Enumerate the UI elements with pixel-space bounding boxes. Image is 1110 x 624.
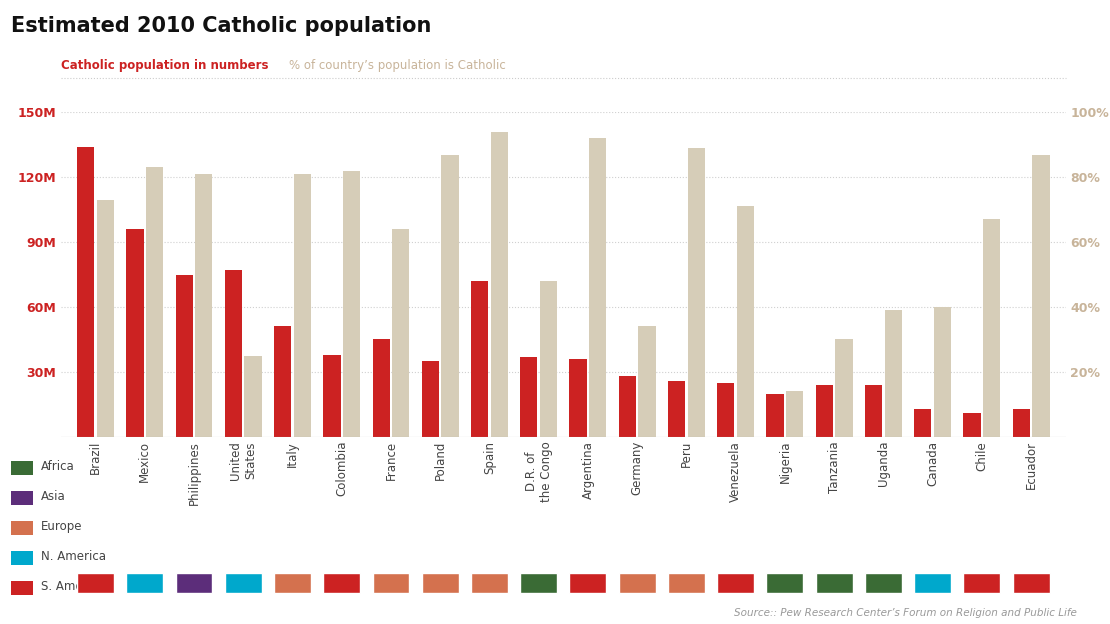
Bar bbox=[983, 220, 1000, 437]
Bar bbox=[539, 281, 557, 437]
Bar bbox=[717, 383, 735, 437]
Bar bbox=[294, 174, 311, 437]
Text: N. America: N. America bbox=[41, 550, 107, 563]
Bar bbox=[589, 139, 606, 437]
Text: Source:: Pew Research Center’s Forum on Religion and Public Life: Source:: Pew Research Center’s Forum on … bbox=[734, 608, 1077, 618]
Bar bbox=[1032, 155, 1050, 437]
Text: Africa: Africa bbox=[41, 461, 74, 473]
Bar bbox=[688, 148, 705, 437]
Bar bbox=[618, 376, 636, 437]
Bar bbox=[175, 275, 193, 437]
Bar bbox=[225, 270, 242, 437]
Bar bbox=[786, 391, 804, 437]
Bar bbox=[934, 307, 951, 437]
Text: Asia: Asia bbox=[41, 490, 65, 503]
Text: Estimated 2010 Catholic population: Estimated 2010 Catholic population bbox=[11, 16, 432, 36]
Bar bbox=[638, 326, 656, 437]
Bar bbox=[373, 339, 390, 437]
Bar bbox=[865, 385, 882, 437]
Bar bbox=[915, 409, 931, 437]
Bar bbox=[521, 357, 537, 437]
Bar bbox=[491, 132, 508, 437]
Bar bbox=[816, 385, 832, 437]
Bar bbox=[323, 354, 341, 437]
Bar bbox=[97, 200, 114, 437]
Text: S. America: S. America bbox=[41, 580, 104, 593]
Bar bbox=[569, 359, 587, 437]
Bar bbox=[422, 361, 438, 437]
Bar bbox=[885, 310, 901, 437]
Bar bbox=[1012, 409, 1030, 437]
Text: % of country’s population is Catholic: % of country’s population is Catholic bbox=[289, 59, 505, 72]
Bar bbox=[836, 339, 852, 437]
Bar bbox=[392, 229, 410, 437]
Bar bbox=[244, 356, 262, 437]
Text: Europe: Europe bbox=[41, 520, 82, 533]
Bar bbox=[668, 381, 685, 437]
Bar bbox=[442, 155, 458, 437]
Bar bbox=[737, 207, 754, 437]
Bar bbox=[766, 394, 784, 437]
Bar bbox=[343, 171, 361, 437]
Bar bbox=[274, 326, 291, 437]
Bar bbox=[471, 281, 488, 437]
Bar bbox=[963, 413, 980, 437]
Text: Catholic population in numbers: Catholic population in numbers bbox=[61, 59, 269, 72]
Bar bbox=[127, 229, 143, 437]
Bar bbox=[195, 174, 212, 437]
Bar bbox=[147, 167, 163, 437]
Bar bbox=[77, 147, 94, 437]
